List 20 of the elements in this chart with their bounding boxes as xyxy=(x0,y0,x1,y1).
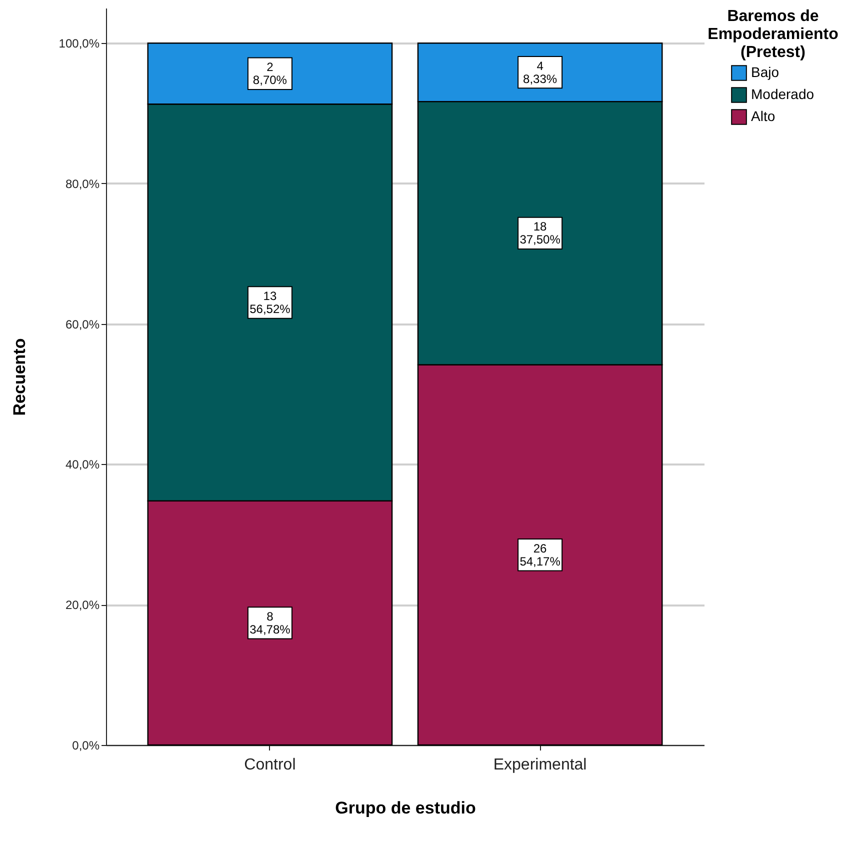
x-tick-label: Control xyxy=(244,756,296,774)
data-label: 4 8,33% xyxy=(523,58,558,86)
x-tick-label: Experimental xyxy=(493,756,587,774)
y-axis-title: Recuento xyxy=(10,338,29,416)
y-tick-label: 0,0% xyxy=(72,738,100,752)
x-axis-title: Grupo de estudio xyxy=(335,798,476,818)
y-tick-label: 80,0% xyxy=(65,176,100,191)
data-label: 8 34,78% xyxy=(250,609,291,636)
legend-title: Baremos de Empoderamiento (Pretest) xyxy=(708,8,839,61)
y-tick-label: 40,0% xyxy=(65,458,100,472)
data-label: 18 37,50% xyxy=(520,220,561,247)
data-label: 26 54,17% xyxy=(520,541,561,568)
legend-label: Bajo xyxy=(751,64,780,80)
y-tick-label: 100,0% xyxy=(58,36,100,51)
legend-label: Alto xyxy=(751,108,776,124)
data-label: 13 56,52% xyxy=(250,289,291,316)
legend-label: Moderado xyxy=(751,86,814,102)
data-label: 2 8,70% xyxy=(252,60,288,88)
y-tick-label: 60,0% xyxy=(65,317,100,332)
y-tick-label: 20,0% xyxy=(65,598,100,612)
